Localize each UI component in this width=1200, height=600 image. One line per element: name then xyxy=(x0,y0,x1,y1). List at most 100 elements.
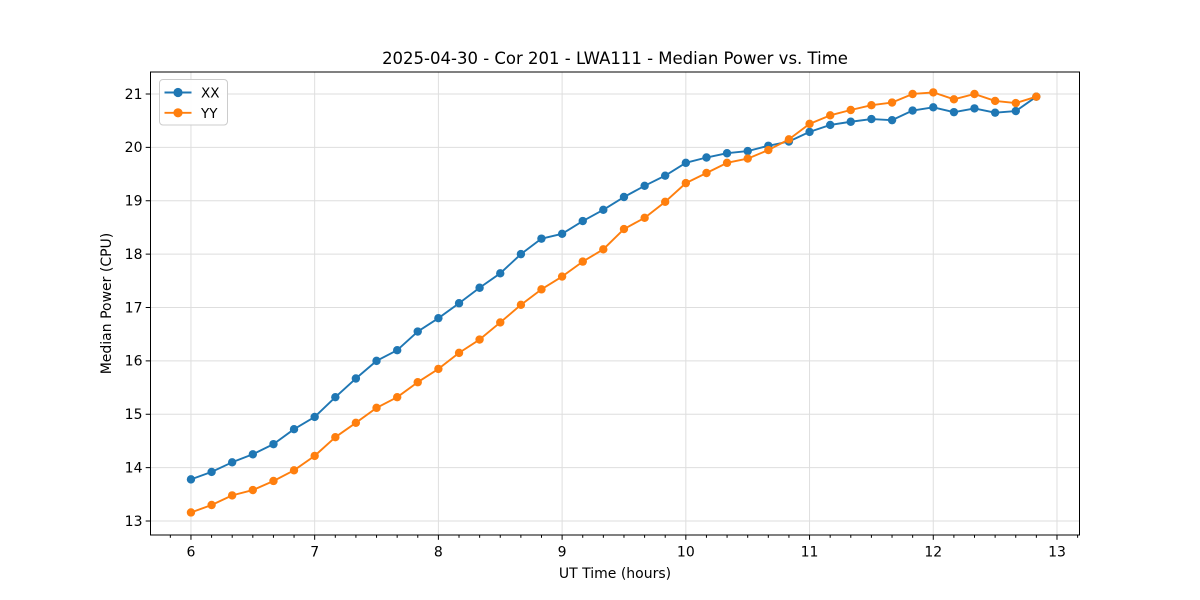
x-axis-label: UT Time (hours) xyxy=(559,566,671,582)
data-point-xx xyxy=(351,374,361,383)
data-point-yy xyxy=(516,300,526,310)
data-point-xx xyxy=(413,327,422,336)
data-point-yy xyxy=(867,101,876,110)
data-point-xx xyxy=(826,120,835,130)
x-tick-label-8: 8 xyxy=(434,545,443,561)
data-point-xx xyxy=(887,115,897,125)
data-point-yy xyxy=(475,335,484,344)
data-point-yy xyxy=(660,197,670,207)
data-point-xx xyxy=(640,181,649,190)
y-tick-label-14: 14 xyxy=(125,460,143,476)
data-point-xx xyxy=(743,146,752,156)
x-tick-label-13: 13 xyxy=(1048,545,1066,561)
data-point-yy xyxy=(537,285,546,294)
data-point-yy xyxy=(970,89,979,99)
legend-label-yy: YY xyxy=(200,106,218,122)
data-point-xx xyxy=(867,114,876,124)
data-point-xx xyxy=(310,412,319,422)
y-tick-label-17: 17 xyxy=(125,300,143,316)
axis-ticks: 6 7 8 9 10 11 12 13 13 14 15 16 17 18 19 20 21 xyxy=(125,87,1079,561)
data-point-yy xyxy=(289,466,299,475)
data-point-xx xyxy=(908,106,917,115)
y-tick-label-21: 21 xyxy=(125,87,143,103)
data-point-xx xyxy=(805,127,814,137)
data-point-xx xyxy=(331,392,340,402)
x-tick-label-11: 11 xyxy=(801,545,819,561)
data-point-yy xyxy=(207,500,216,510)
y-axis-label: Median Power (CPU) xyxy=(99,233,115,375)
data-point-yy xyxy=(805,119,814,129)
x-tick-label-7: 7 xyxy=(310,545,319,561)
data-point-yy xyxy=(949,95,959,104)
chart-title: 2025-04-30 - Cor 201 - LWA111 - Median P… xyxy=(382,49,848,68)
data-point-xx xyxy=(186,475,196,484)
data-point-yy xyxy=(413,378,422,387)
data-point-xx xyxy=(1011,106,1020,116)
data-point-yy xyxy=(826,111,835,120)
series-line-xx xyxy=(190,95,1038,481)
data-point-xx xyxy=(846,117,855,126)
data-point-yy xyxy=(372,403,381,413)
data-point-yy xyxy=(248,485,258,495)
data-point-yy xyxy=(784,135,794,144)
data-point-xx xyxy=(722,149,732,158)
data-point-yy xyxy=(599,245,608,254)
data-point-yy xyxy=(990,96,1000,106)
x-tick-label-9: 9 xyxy=(558,545,567,561)
data-point-xx xyxy=(454,299,464,308)
data-point-yy xyxy=(681,178,691,188)
data-point-yy xyxy=(764,145,773,155)
plot-border xyxy=(150,71,1080,536)
data-point-xx xyxy=(227,458,237,467)
data-point-yy xyxy=(908,89,917,99)
data-point-yy xyxy=(454,348,464,358)
data-point-xx xyxy=(372,356,381,366)
data-point-yy xyxy=(392,392,402,402)
data-point-yy xyxy=(331,433,340,442)
data-point-yy xyxy=(434,364,443,374)
data-point-yy xyxy=(743,154,752,163)
data-point-xx xyxy=(990,108,1000,117)
y-tick-label-18: 18 xyxy=(125,247,143,263)
legend-marker-xx xyxy=(173,87,183,98)
series-line-yy xyxy=(190,91,1038,514)
data-point-yy xyxy=(1011,98,1020,108)
data-point-yy xyxy=(227,491,237,500)
data-point-xx xyxy=(619,192,629,202)
y-tick-label-15: 15 xyxy=(125,407,143,423)
data-point-xx xyxy=(248,450,258,459)
legend: XX YY xyxy=(159,79,228,126)
data-point-xx xyxy=(970,104,979,113)
data-point-xx xyxy=(681,158,691,168)
x-tick-label-6: 6 xyxy=(186,545,195,561)
data-point-xx xyxy=(496,269,505,278)
data-point-yy xyxy=(929,88,938,97)
data-point-xx xyxy=(702,153,711,162)
data-point-xx xyxy=(269,439,278,449)
data-point-yy xyxy=(619,224,629,234)
data-point-yy xyxy=(722,158,732,168)
x-tick-label-12: 12 xyxy=(924,545,942,561)
data-point-xx xyxy=(557,229,567,239)
data-point-xx xyxy=(660,171,670,180)
data-point-xx xyxy=(207,467,216,477)
grid xyxy=(150,72,1080,535)
data-point-yy xyxy=(702,168,711,178)
data-point-xx xyxy=(599,205,608,215)
data-point-xx xyxy=(929,103,938,112)
y-tick-label-19: 19 xyxy=(125,194,143,210)
data-point-yy xyxy=(186,508,196,517)
data-point-yy xyxy=(269,476,278,486)
data-point-yy xyxy=(310,451,319,461)
data-point-yy xyxy=(846,105,855,115)
x-tick-label-10: 10 xyxy=(677,545,695,561)
data-point-xx xyxy=(475,283,484,292)
data-point-yy xyxy=(351,418,361,427)
data-point-xx xyxy=(434,313,443,323)
data-point-xx xyxy=(949,107,959,117)
data-point-yy xyxy=(557,272,567,281)
data-point-xx xyxy=(537,234,546,243)
y-tick-label-16: 16 xyxy=(125,354,143,370)
data-point-xx xyxy=(516,249,526,259)
